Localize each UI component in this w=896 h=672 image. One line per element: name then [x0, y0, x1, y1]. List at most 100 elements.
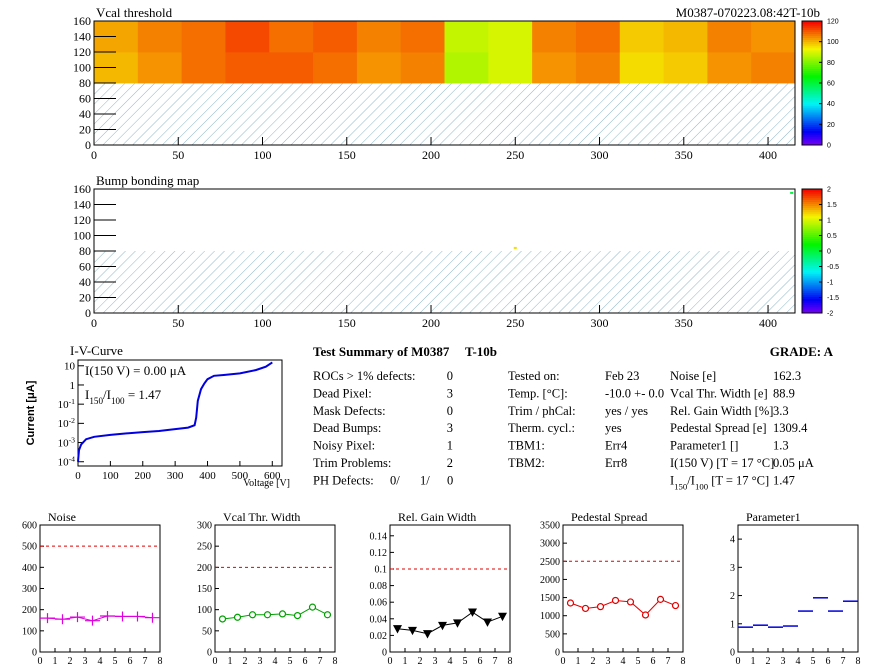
x-tick-label: 6	[303, 656, 308, 667]
x-tick-label: 0	[561, 656, 566, 667]
y-tick-label: 50	[202, 626, 212, 637]
x-axis-label: Voltage [V]	[243, 478, 290, 489]
colorbar-tick-label: 2	[827, 187, 831, 194]
y-tick-label: 140	[73, 198, 91, 212]
y-tick-label: 3000	[540, 539, 560, 550]
x-tick-label: 400	[199, 470, 216, 482]
colorbar-slice	[802, 292, 822, 295]
marker	[641, 611, 650, 619]
y-tick-label: 10	[64, 361, 76, 373]
colorbar-slice	[802, 99, 822, 103]
heatmap-cell	[488, 52, 533, 84]
y-tick-label: 300	[197, 521, 212, 532]
colorbar-slice	[802, 271, 822, 275]
colorbar-slice	[802, 265, 822, 269]
colorbar-slice	[802, 193, 822, 196]
y-tick-label-base: 10	[58, 437, 70, 449]
summary-value: 1	[447, 439, 453, 453]
y-tick-label: 0.12	[370, 548, 388, 559]
colorbar-slice	[802, 189, 822, 192]
colorbar-tick-label: 120	[827, 19, 839, 26]
colorbar-tick-label: 0	[827, 143, 831, 150]
x-tick-label: 100	[254, 148, 272, 162]
colorbar-slice	[802, 244, 822, 248]
x-tick-label: 5	[636, 656, 641, 667]
x-tick-label: 0	[388, 656, 393, 667]
y-tick-label: 0	[32, 648, 37, 659]
colorbar-tick-label: 60	[827, 81, 835, 88]
x-tick-label: 0	[75, 470, 81, 482]
heatmap-cell	[137, 21, 183, 53]
colorbar-slice	[802, 93, 822, 96]
heatmap-cell	[137, 52, 183, 84]
chart-title: Parameter1	[746, 510, 801, 524]
heatmap-cell	[619, 21, 664, 53]
colorbar-slice	[802, 89, 822, 92]
x-tick-label: 7	[493, 656, 498, 667]
y-tick-label: 40	[79, 107, 91, 121]
y-tick-label-exp: -3	[69, 435, 76, 444]
ph-defect-value: 0/	[390, 473, 400, 487]
x-tick-label: 3	[606, 656, 611, 667]
colorbar-slice	[802, 294, 822, 297]
x-tick-label: 1	[751, 656, 756, 667]
marker	[611, 596, 620, 605]
colorbar-slice	[802, 62, 822, 65]
marker	[218, 615, 227, 623]
y-tick-label: 0.14	[370, 531, 388, 542]
colorbar-slice	[802, 68, 822, 72]
colorbar-slice	[802, 277, 822, 281]
y-tick-label: 4	[730, 535, 735, 546]
summary-value: 3	[447, 386, 453, 400]
x-tick-label: 200	[135, 470, 152, 482]
colorbar-slice	[802, 107, 822, 111]
y-tick-label-base: 10	[58, 418, 70, 430]
y-tick-label: 0	[207, 648, 212, 659]
summary-value: 0.05 μA	[773, 456, 814, 470]
colorbar-slice	[802, 122, 822, 125]
heatmap-cell	[444, 21, 489, 53]
summary-value: 1309.4	[773, 421, 808, 435]
y-tick-label: 400	[22, 563, 37, 574]
x-tick-label: 5	[113, 656, 118, 667]
colorbar-slice	[802, 284, 822, 287]
chart-title: Bump bonding map	[96, 173, 199, 188]
annotation: I(150 V) = 0.00 μA	[85, 363, 187, 378]
x-tick-label: 3	[781, 656, 786, 667]
summary-label: ROCs > 1% defects:	[313, 369, 416, 383]
marker	[85, 615, 100, 626]
x-tick-label: 3	[83, 656, 88, 667]
colorbar-slice	[802, 197, 822, 200]
marker	[100, 611, 115, 622]
x-tick-label: 4	[273, 656, 278, 667]
y-tick-label: 2500	[540, 557, 560, 568]
marker	[55, 614, 70, 625]
colorbar-slice	[802, 39, 822, 43]
x-tick-label: 0	[213, 656, 218, 667]
marker	[452, 619, 463, 628]
colorbar-slice	[802, 114, 822, 117]
y-tick-label-base: 10	[58, 399, 70, 411]
x-tick-label: 500	[232, 470, 249, 482]
marker	[566, 599, 575, 607]
summary-tag: T-10b	[465, 344, 497, 359]
colorbar-slice	[802, 282, 822, 285]
summary-label: PH Defects:	[313, 473, 374, 487]
colorbar-tick-label: 1	[827, 218, 831, 225]
y-tick-label: 0	[85, 306, 91, 320]
colorbar-slice	[802, 296, 822, 300]
marker	[671, 601, 680, 610]
colorbar-slice	[802, 199, 822, 202]
annotation-part: I	[85, 387, 89, 402]
colorbar-tick-label: 100	[827, 39, 839, 46]
colorbar-slice	[802, 255, 822, 258]
marker	[626, 598, 635, 606]
y-tick-label-base: 10	[58, 457, 70, 469]
summary-value: 1.47	[773, 473, 795, 487]
x-tick-label: 250	[506, 316, 524, 330]
y-tick-label: 1000	[540, 611, 560, 622]
heatmap-cell	[532, 21, 577, 53]
colorbar-slice	[802, 136, 822, 140]
x-tick-label: 5	[811, 656, 816, 667]
